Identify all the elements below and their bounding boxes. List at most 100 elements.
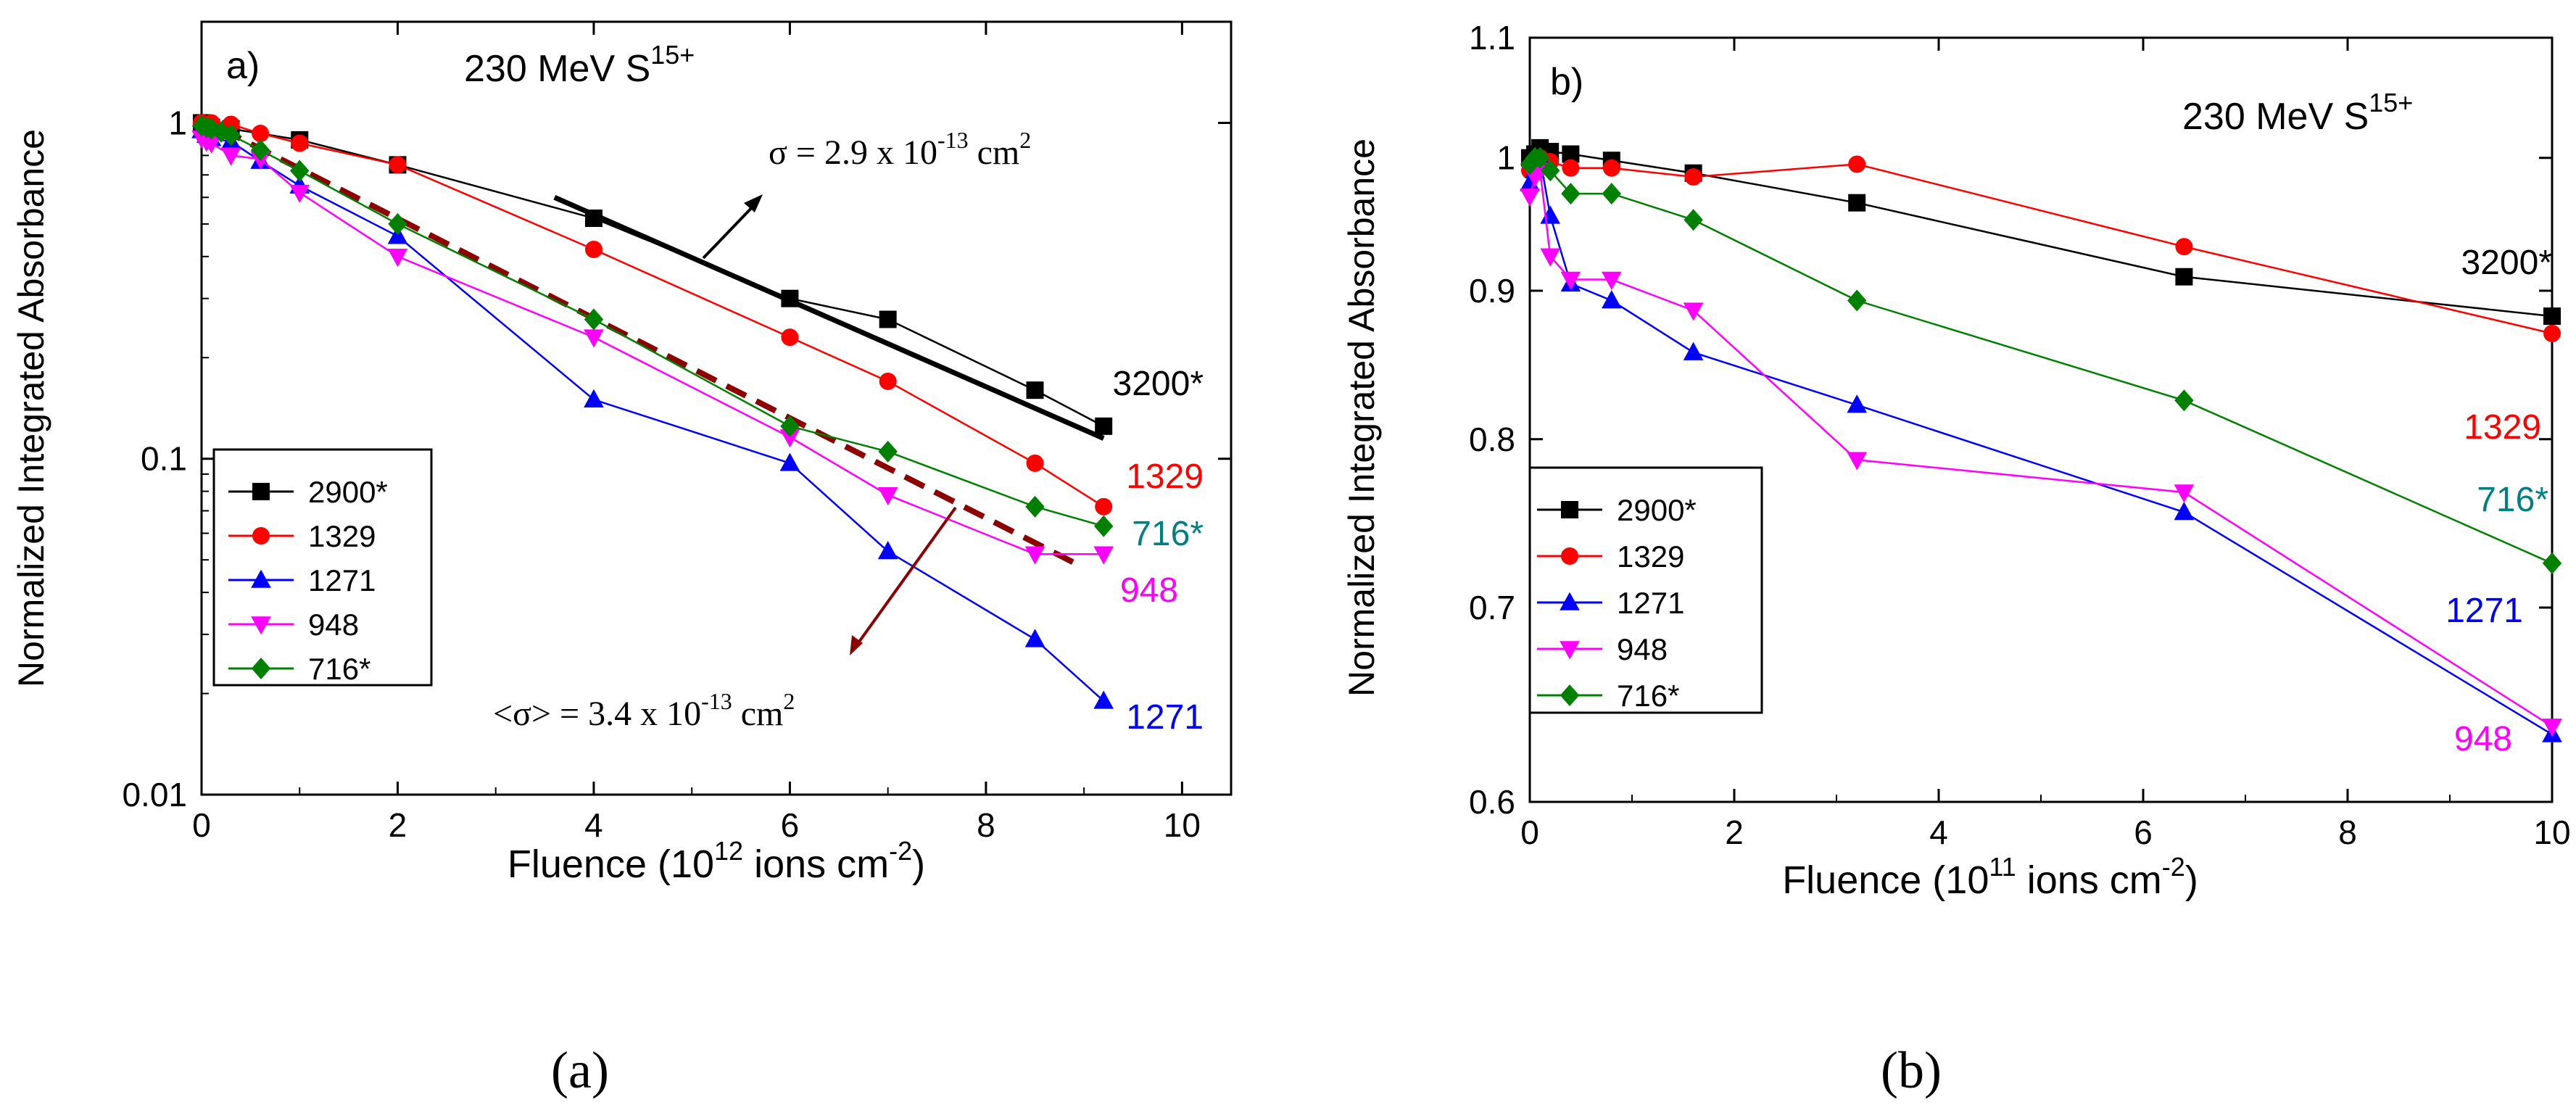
- legend-label: 716*: [308, 652, 370, 686]
- x-tick-label: 4: [584, 806, 603, 844]
- data-point: [1095, 497, 1113, 515]
- data-point: [1540, 205, 1560, 224]
- data-point: [291, 134, 309, 152]
- end-label: 1329: [2464, 408, 2541, 447]
- legend-label: 1329: [308, 519, 376, 553]
- data-point: [584, 210, 602, 228]
- data-point: [2543, 307, 2561, 326]
- black-fit: [553, 195, 1105, 441]
- panel-b-chart: 0 2 4 6 8 10 0.6 0.7 0.8 0.9 1 1.1 3200* 1329 716* 127…: [1341, 19, 2571, 902]
- data-point: [781, 289, 799, 307]
- legend-item: 1329: [1537, 539, 1684, 574]
- data-point: [1848, 194, 1866, 212]
- legend-item: 716*: [228, 652, 370, 686]
- legend-item: 1329: [228, 519, 376, 553]
- data-point: [2174, 484, 2195, 503]
- x-tick-label: 8: [2338, 813, 2357, 851]
- data-point: [252, 125, 270, 143]
- legend-item: 1271: [1537, 586, 1684, 620]
- y-tick-label: 0.8: [1469, 421, 1515, 458]
- x-tick-label: 10: [2533, 813, 2570, 851]
- panel-a-y-axis-label: Normalized Integrated Absorbance: [11, 129, 51, 687]
- series-716star: [1520, 146, 2562, 574]
- series-716star: [191, 115, 1114, 537]
- data-point: [584, 329, 604, 348]
- legend-label: 948: [308, 608, 359, 642]
- legend-item: 1271: [228, 563, 376, 597]
- x-tick-label: 2: [389, 806, 407, 844]
- data-point: [1093, 690, 1114, 709]
- data-point: [879, 310, 897, 328]
- panel-b-ion-label: 230 MeV S15+: [2182, 88, 2413, 138]
- legend-item: 948: [1537, 632, 1668, 666]
- x-tick-label: 8: [977, 806, 995, 844]
- data-point: [1530, 146, 1550, 169]
- panel-b-legend: 2900* 1329 1271 948 716*: [1528, 466, 1763, 714]
- panel-a-plot-frame: [200, 20, 1233, 796]
- data-point: [584, 308, 604, 331]
- end-label: 716*: [2477, 481, 2548, 519]
- legend-item: 716*: [1537, 679, 1679, 713]
- end-label: 3200*: [1113, 365, 1204, 403]
- legend-marker: [1560, 684, 1580, 706]
- data-point: [201, 135, 222, 154]
- legend-label: 2900*: [308, 475, 388, 509]
- end-label: 1329: [1126, 457, 1204, 496]
- data-point: [1684, 168, 1702, 186]
- y-tick-label: 0.01: [122, 776, 187, 813]
- data-point: [1847, 289, 1867, 312]
- panel-b-tag: b): [1550, 61, 1583, 103]
- legend-item: 2900*: [228, 475, 388, 509]
- legend-label: 948: [1617, 632, 1668, 666]
- caption-a: (a): [551, 1041, 609, 1099]
- data-point: [877, 541, 898, 560]
- data-point: [584, 240, 602, 258]
- end-label: 948: [2454, 720, 2512, 758]
- caption-b: (b): [1881, 1041, 1942, 1099]
- data-point: [779, 452, 800, 471]
- data-point: [1024, 546, 1045, 565]
- data-point: [584, 389, 604, 407]
- panel-a-sigma-upper-arrowhead: [744, 194, 763, 212]
- panel-a-ion-label: 230 MeV S15+: [464, 40, 695, 90]
- data-point: [1520, 153, 1540, 175]
- data-point: [1093, 515, 1114, 537]
- data-point: [1540, 248, 1560, 267]
- y-tick-label: 0.7: [1469, 589, 1515, 626]
- legend-label: 1271: [308, 563, 376, 597]
- legend-marker: [252, 527, 270, 544]
- data-point: [1562, 159, 1580, 177]
- legend-label: 1271: [1617, 586, 1684, 620]
- data-point: [878, 440, 898, 463]
- legend-label: 716*: [1617, 679, 1679, 713]
- panel-a-legend-box: [212, 448, 433, 687]
- y-tick-label: 1.1: [1469, 19, 1515, 57]
- data-point: [1602, 183, 1621, 205]
- x-tick-label: 10: [1164, 806, 1201, 844]
- data-point: [780, 415, 800, 437]
- y-tick-label: 0.6: [1469, 783, 1515, 821]
- data-point: [1093, 546, 1114, 565]
- panel-b-x-axis-label: Fluence (1011 ions cm-2): [1782, 852, 2198, 902]
- data-point: [1095, 417, 1113, 435]
- x-tick-label: 4: [1929, 813, 1948, 851]
- end-label: 3200*: [2461, 244, 2552, 282]
- panel-a-legend: 2900* 1329 1271 948 716*: [212, 448, 433, 687]
- end-label: 1271: [1126, 698, 1204, 737]
- y-tick-label: 0.1: [141, 440, 187, 478]
- panel-a-x-axis-label: Fluence (1012 ions cm-2): [508, 836, 925, 886]
- data-point: [779, 429, 800, 448]
- data-point: [2175, 238, 2193, 256]
- data-point: [289, 184, 310, 204]
- legend-marker: [1561, 501, 1578, 518]
- data-point: [1026, 454, 1044, 472]
- x-tick-label: 6: [2134, 813, 2153, 851]
- data-point: [1848, 155, 1866, 173]
- data-point: [1025, 495, 1045, 518]
- legend-label: 2900*: [1617, 493, 1697, 527]
- data-point: [2174, 502, 2195, 521]
- data-point: [1024, 629, 1045, 647]
- panel-a-sigma-lower: <σ> = 3.4 x 10-13 cm2: [493, 688, 795, 733]
